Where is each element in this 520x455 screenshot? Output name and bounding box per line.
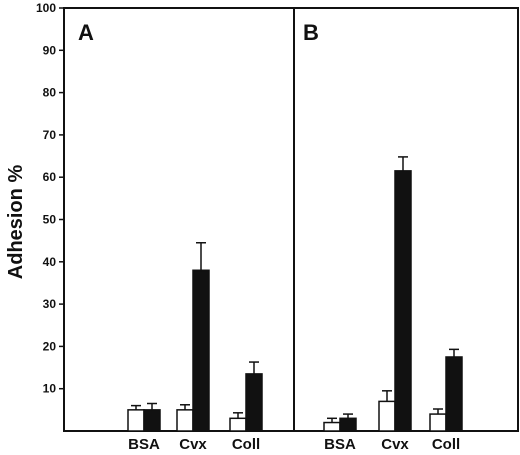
y-tick-label: 20 (43, 339, 57, 353)
panel-a: A BSA Cvx Coll (78, 20, 263, 453)
chart-panels: A BSA Cvx Coll B BSA Cvx Coll (78, 20, 463, 453)
category-label: Cvx (179, 436, 207, 453)
black-bar-cvx (192, 269, 210, 432)
category-label: Coll (432, 436, 460, 453)
panel-label: A (78, 20, 94, 45)
category-label: BSA (128, 436, 160, 453)
y-tick-label: 100 (36, 1, 56, 15)
white-bar-coll (429, 413, 447, 432)
black-bar-coll (445, 356, 463, 432)
black-bar-cvx (394, 170, 412, 432)
category-label: BSA (324, 436, 356, 453)
category-label: Cvx (381, 436, 409, 453)
white-bar-cvx (378, 400, 396, 432)
category-label: Coll (232, 436, 260, 453)
black-bar-bsa (143, 409, 161, 432)
y-tick-label: 50 (43, 213, 57, 227)
y-tick-label: 60 (43, 170, 57, 184)
black-bar-bsa (339, 417, 357, 432)
y-tick-label: 90 (43, 43, 57, 57)
white-bar-bsa (323, 421, 341, 432)
y-axis-label: Adhesion % (5, 165, 27, 280)
y-tick-label: 70 (43, 128, 57, 142)
y-tick-label: 80 (43, 86, 57, 100)
y-tick-label: 30 (43, 297, 57, 311)
panel-b: B BSA Cvx Coll (303, 20, 463, 453)
white-bar-bsa (127, 409, 145, 432)
y-axis: 10 20 30 40 50 60 70 80 90 100 (36, 1, 64, 396)
panel-label: B (303, 20, 319, 45)
black-bar-coll (245, 373, 263, 432)
y-tick-label: 10 (43, 382, 57, 396)
white-bar-cvx (176, 409, 194, 432)
white-bar-coll (229, 417, 247, 432)
y-tick-label: 40 (43, 255, 57, 269)
